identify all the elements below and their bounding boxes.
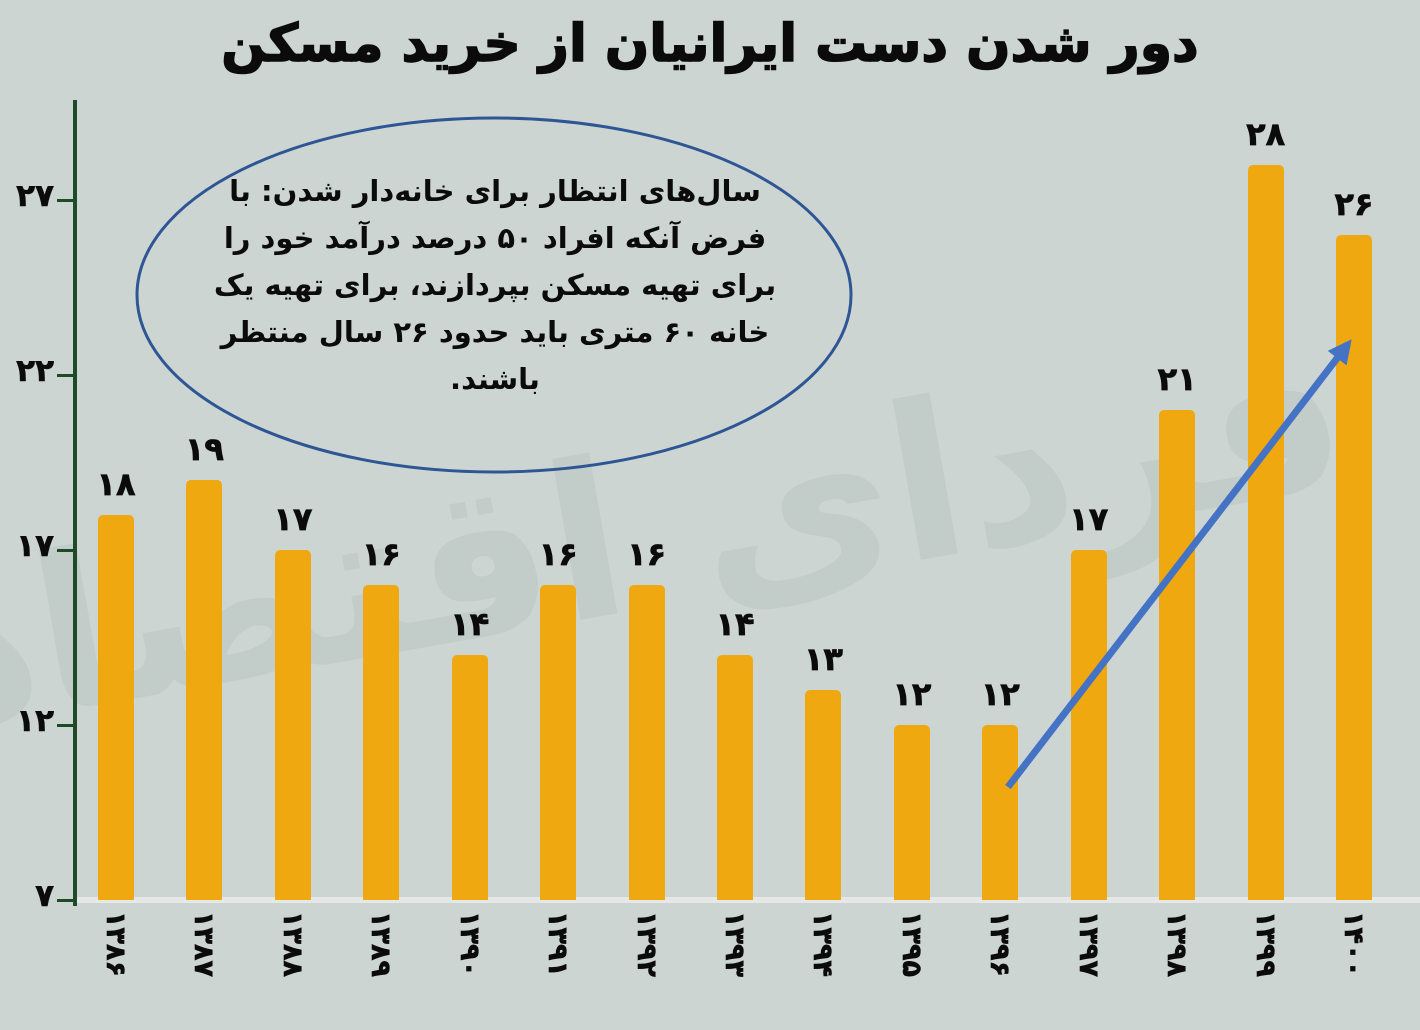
bar-value-label: ۱۷ xyxy=(273,500,313,539)
x-axis-line xyxy=(75,897,1420,903)
x-axis-label: ۱۳۹۹ xyxy=(1249,911,1281,978)
bar-value-label: ۱۲ xyxy=(892,675,932,714)
x-axis-label: ۱۳۸۸ xyxy=(276,911,309,978)
bar xyxy=(1070,550,1107,900)
bar-value-label: ۱۶ xyxy=(538,535,578,574)
bar-value-label: ۲۶ xyxy=(1334,185,1374,224)
y-axis-tick xyxy=(57,373,75,377)
x-axis-label: ۱۳۹۵ xyxy=(895,911,928,978)
bar xyxy=(717,655,753,900)
bar xyxy=(893,725,930,900)
bar-value-label: ۱۸ xyxy=(96,465,136,504)
y-axis-line xyxy=(73,100,77,906)
bar-value-label: ۱۴ xyxy=(715,605,755,644)
bar xyxy=(628,585,665,900)
bar-value-label: ۱۶ xyxy=(361,535,401,574)
y-axis-label: ۷ xyxy=(35,878,55,915)
x-axis-label: ۱۳۹۰ xyxy=(453,911,485,978)
bar xyxy=(540,585,577,900)
bar xyxy=(451,655,488,900)
bar-value-label: ۱۴ xyxy=(450,605,490,644)
x-axis-label: ۱۳۹۸ xyxy=(1161,911,1193,978)
x-axis-label: ۱۳۹۷ xyxy=(1072,911,1104,978)
bar-value-label: ۱۹ xyxy=(184,430,225,469)
x-axis-label: ۱۳۹۳ xyxy=(719,911,751,978)
bar xyxy=(1336,235,1372,900)
y-axis-label: ۱۷ xyxy=(16,528,54,565)
x-axis-label: ۱۳۸۷ xyxy=(188,911,220,978)
x-axis-label: ۱۳۹۶ xyxy=(984,911,1016,978)
bar xyxy=(363,585,400,900)
y-axis-tick xyxy=(57,198,75,202)
y-axis-tick xyxy=(57,548,75,552)
x-axis-label: ۱۳۸۹ xyxy=(365,911,397,978)
bar xyxy=(98,515,134,900)
y-axis-label: ۲۲ xyxy=(16,353,54,390)
x-axis-label: ۱۴۰۰ xyxy=(1338,911,1370,978)
bar-value-label: ۲۱ xyxy=(1157,360,1197,399)
y-axis-label: ۲۷ xyxy=(16,178,54,215)
bar xyxy=(1247,165,1284,900)
annotation-text: سال‌های انتظار برای خانه‌دار شدن: با فرض… xyxy=(213,174,777,396)
bar xyxy=(805,690,842,900)
bar-value-label: ۲۸ xyxy=(1246,115,1286,154)
bar-value-label: ۱۳ xyxy=(803,640,844,679)
bar xyxy=(1159,410,1196,900)
bar xyxy=(982,725,1019,900)
x-axis-label: ۱۳۸۶ xyxy=(100,911,132,978)
bar xyxy=(186,480,223,900)
y-axis-label: ۱۲ xyxy=(16,703,54,740)
bar xyxy=(274,550,311,900)
x-axis-label: ۱۳۹۱ xyxy=(542,911,574,978)
y-axis-tick xyxy=(57,898,75,902)
bar-value-label: ۱۶ xyxy=(627,535,667,574)
bar-value-label: ۱۲ xyxy=(980,675,1020,714)
x-axis-label: ۱۳۹۴ xyxy=(807,911,839,978)
page-title: دور شدن دست ایرانیان از خرید مسکن xyxy=(220,13,1199,75)
bar-value-label: ۱۷ xyxy=(1069,500,1109,539)
x-axis-label: ۱۳۹۲ xyxy=(630,911,662,978)
y-axis-tick xyxy=(57,723,75,727)
